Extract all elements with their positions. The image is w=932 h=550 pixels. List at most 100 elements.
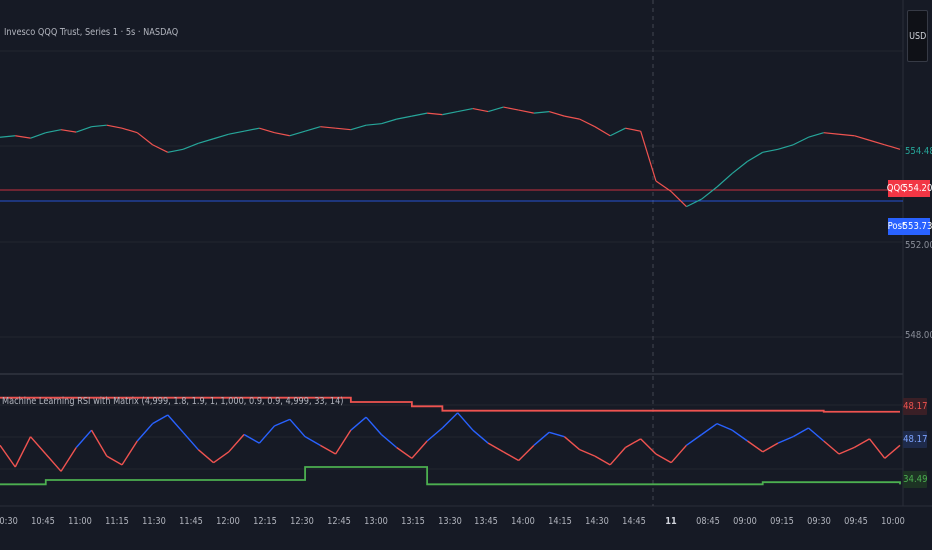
price-segment xyxy=(121,127,138,134)
currency-button[interactable]: USD xyxy=(907,10,928,62)
price-segment xyxy=(869,139,885,146)
price-segment xyxy=(884,144,901,150)
rsi-segment xyxy=(197,449,215,464)
time-tick: 12:30 xyxy=(289,516,314,527)
price-label-high: 554.48 xyxy=(905,146,932,157)
indicator-rsi-value: 48.17 xyxy=(902,434,928,445)
rsi-segment xyxy=(29,436,47,455)
rsi-segment xyxy=(594,455,611,466)
indicator-upper-tag: 48.17 xyxy=(903,398,927,415)
rsi-segment xyxy=(441,412,459,429)
rsi-segment xyxy=(655,453,672,464)
price-segment xyxy=(564,115,580,120)
rsi-segment xyxy=(45,453,62,472)
rsi-segment xyxy=(487,442,504,453)
price-segment xyxy=(701,186,718,200)
price-segment xyxy=(381,118,397,125)
rsi-segment xyxy=(457,412,474,431)
rsi-segment xyxy=(319,444,336,455)
price-segment xyxy=(289,130,306,137)
rsi-segment xyxy=(884,444,901,459)
upper-band-line xyxy=(0,396,900,413)
qqq-price-tag: 554.20 xyxy=(902,180,932,197)
rsi-segment xyxy=(75,429,93,448)
qqq-price-value: 554.20 xyxy=(902,183,932,194)
time-tick: 10:30 xyxy=(0,516,18,527)
price-segment xyxy=(670,191,687,208)
price-segment xyxy=(30,132,46,139)
indicator-lower-tag: 34.49 xyxy=(903,471,927,488)
rsi-segment xyxy=(731,429,748,442)
symbol-title[interactable]: Invesco QQQ Trust, Series 1 · 5s · NASDA… xyxy=(4,27,179,38)
price-segment xyxy=(366,123,382,126)
qqq-tag-label: QQQ xyxy=(886,183,907,194)
rsi-segment xyxy=(426,427,443,442)
qqq-symbol-tag: QQQ xyxy=(886,180,907,197)
rsi-segment xyxy=(335,429,352,455)
rsi-segment xyxy=(853,438,870,449)
price-segment xyxy=(152,144,169,153)
rsi-segment xyxy=(90,429,108,457)
time-tick: 14:15 xyxy=(548,516,573,527)
time-tick: 12:45 xyxy=(326,516,351,527)
rsi-segment xyxy=(762,442,779,453)
price-segment xyxy=(716,172,733,188)
indicator-series xyxy=(0,396,901,486)
price-segment xyxy=(136,132,153,146)
price-segment xyxy=(548,111,565,117)
time-tick: 10:45 xyxy=(31,516,55,527)
rsi-segment xyxy=(0,444,16,468)
time-tick: 11:00 xyxy=(68,516,92,527)
price-segment xyxy=(792,136,809,146)
price-segment xyxy=(228,130,245,135)
rsi-segment xyxy=(304,436,321,446)
rsi-segment xyxy=(777,436,794,444)
rsi-segment xyxy=(60,447,77,472)
rsi-segment xyxy=(747,440,764,453)
time-tick: 14:30 xyxy=(585,516,610,527)
time-tick: 13:15 xyxy=(400,516,425,527)
indicator-title[interactable]: Machine Learning RSI with Matrix (4,999,… xyxy=(2,396,344,407)
price-segment xyxy=(106,124,123,129)
price-segment xyxy=(625,127,641,132)
currency-label: USD xyxy=(908,30,927,42)
price-segment xyxy=(579,118,596,128)
price-segment xyxy=(0,135,16,138)
rsi-segment xyxy=(14,436,32,468)
price-segment xyxy=(396,115,412,120)
price-segment xyxy=(487,106,504,113)
time-tick: 13:00 xyxy=(363,516,388,527)
price-segment xyxy=(823,132,840,135)
post-price-tag: 553.73 xyxy=(903,218,932,235)
rsi-segment xyxy=(716,423,733,431)
rsi-segment xyxy=(380,433,398,449)
rsi-segment xyxy=(350,416,367,431)
rsi-segment xyxy=(686,433,703,446)
price-segment xyxy=(609,127,626,137)
rsi-segment xyxy=(152,414,169,425)
rsi-segment xyxy=(548,431,565,438)
price-segment xyxy=(594,126,611,137)
time-tick: 09:30 xyxy=(807,516,831,527)
price-segment xyxy=(167,148,184,153)
time-tick: 12:00 xyxy=(215,516,240,527)
price-segment xyxy=(182,142,199,150)
price-segment xyxy=(304,126,321,132)
time-tick: 11 xyxy=(665,516,677,527)
grid-lines xyxy=(0,50,903,470)
price-segment xyxy=(457,107,473,113)
time-tick: 11:45 xyxy=(178,516,203,527)
time-tick: 09:15 xyxy=(770,516,794,527)
rsi-segment xyxy=(121,440,138,466)
rsi-segment xyxy=(609,447,626,466)
price-segment xyxy=(335,127,351,131)
price-segment xyxy=(274,132,290,137)
rsi-segment xyxy=(701,423,718,436)
price-segment xyxy=(213,133,229,140)
price-segment xyxy=(91,124,107,128)
price-segment xyxy=(838,133,855,137)
rsi-segment xyxy=(396,446,413,459)
rsi-segment xyxy=(228,434,245,453)
